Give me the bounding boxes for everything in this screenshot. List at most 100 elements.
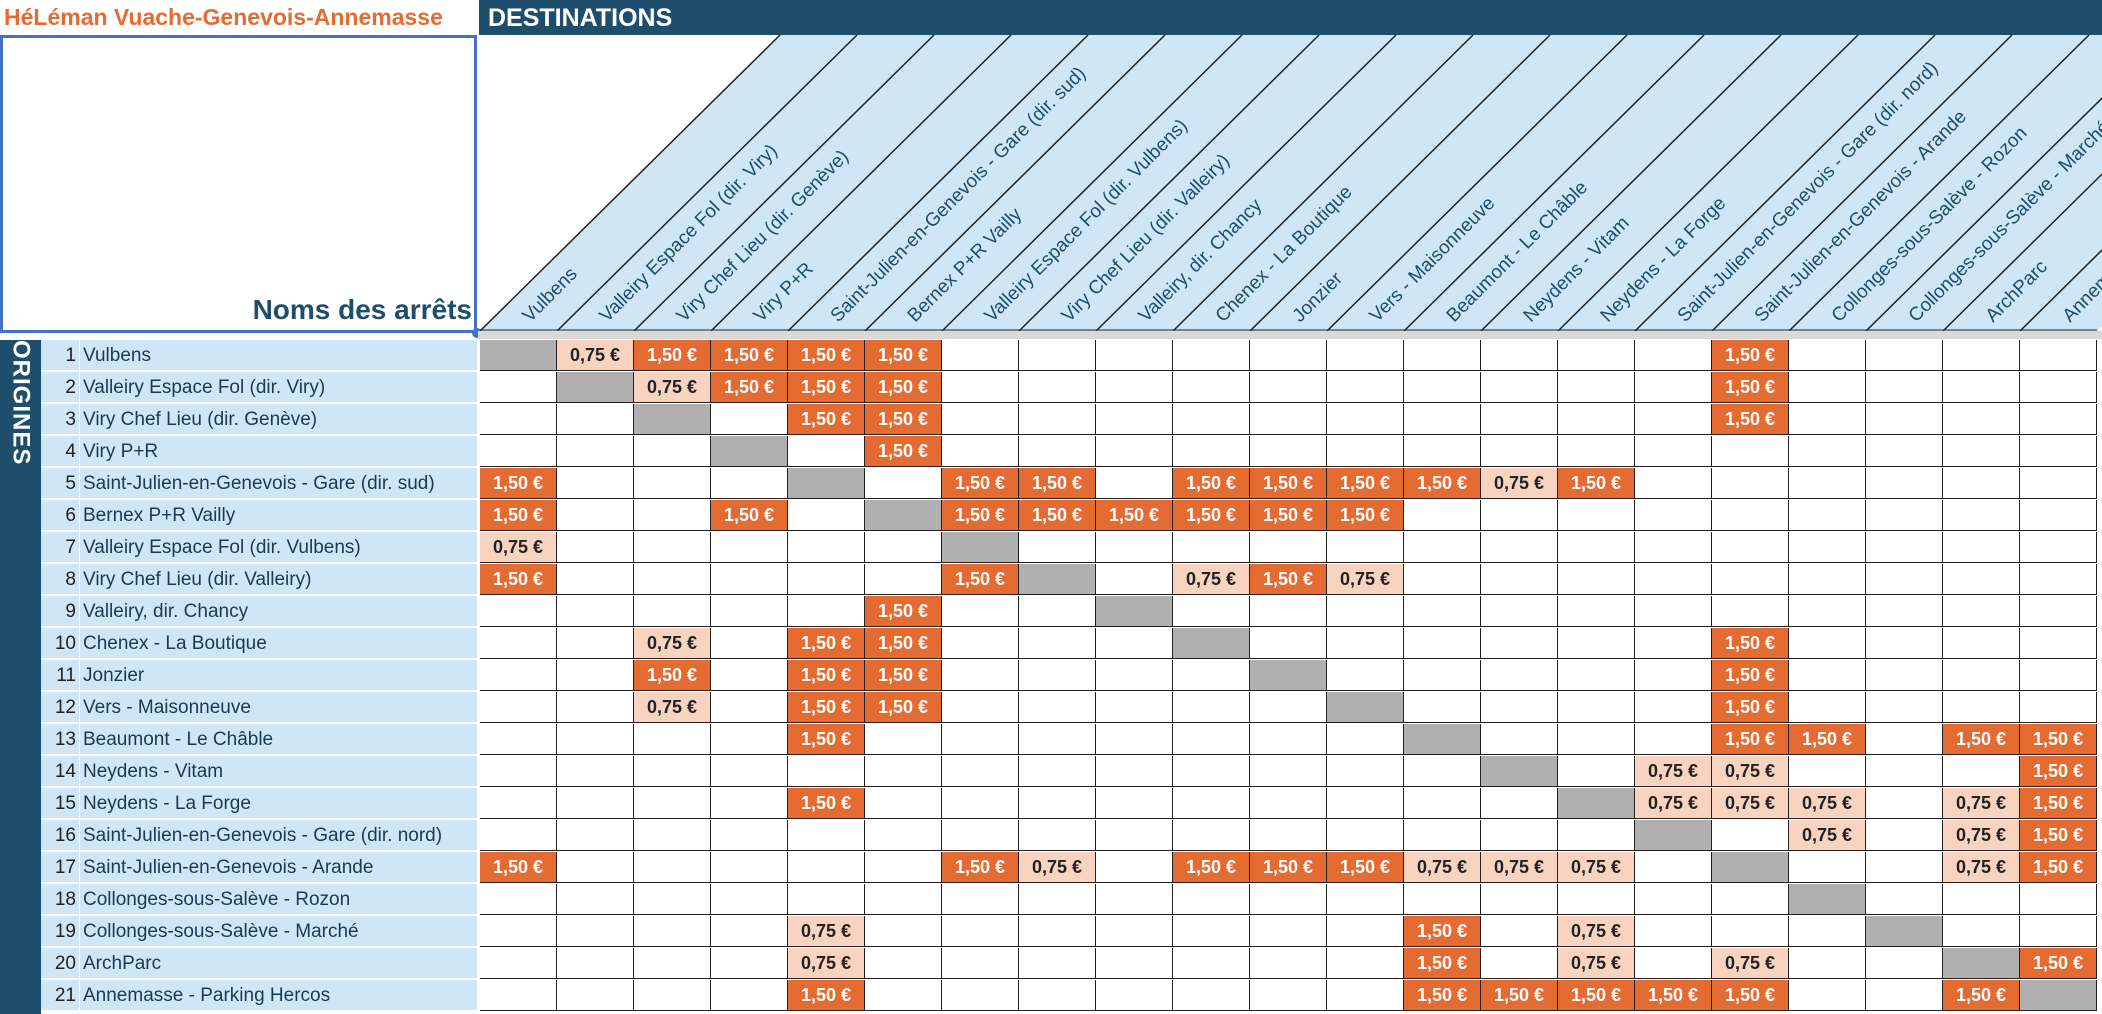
fare-cell-empty[interactable] [634,948,711,979]
diagonal-cell[interactable] [1481,756,1558,787]
fare-cell-empty[interactable] [557,564,634,595]
fare-cell-empty[interactable] [1250,596,1327,627]
fare-cell-empty[interactable] [1173,692,1250,723]
fare-cell-empty[interactable] [942,820,1019,851]
fare-cell-empty[interactable] [942,340,1019,371]
fare-cell[interactable]: 0,75 € [1558,948,1635,979]
fare-cell-empty[interactable] [2020,372,2097,403]
fare-cell-empty[interactable] [557,436,634,467]
fare-cell-empty[interactable] [1327,404,1404,435]
fare-cell-empty[interactable] [1173,404,1250,435]
fare-cell-empty[interactable] [1866,564,1943,595]
fare-cell-empty[interactable] [1635,916,1712,947]
fare-cell-empty[interactable] [1481,628,1558,659]
fare-cell[interactable]: 1,50 € [1173,852,1250,883]
fare-cell[interactable]: 0,75 € [1635,788,1712,819]
fare-cell-empty[interactable] [1943,532,2020,563]
fare-cell[interactable]: 1,50 € [942,852,1019,883]
fare-cell-empty[interactable] [942,756,1019,787]
fare-cell-empty[interactable] [1096,468,1173,499]
fare-cell-empty[interactable] [1019,756,1096,787]
fare-cell-empty[interactable] [1404,500,1481,531]
fare-cell[interactable]: 1,50 € [1404,468,1481,499]
fare-cell[interactable]: 0,75 € [1943,852,2020,883]
fare-cell-empty[interactable] [1404,660,1481,691]
fare-cell-empty[interactable] [1096,820,1173,851]
diagonal-cell[interactable] [1327,692,1404,723]
fare-cell-empty[interactable] [557,948,634,979]
fare-cell-empty[interactable] [557,980,634,1011]
fare-cell-empty[interactable] [1943,564,2020,595]
fare-cell-empty[interactable] [942,788,1019,819]
fare-cell-empty[interactable] [1866,980,1943,1011]
fare-cell[interactable]: 1,50 € [1327,500,1404,531]
fare-cell-empty[interactable] [1404,372,1481,403]
fare-cell-empty[interactable] [942,948,1019,979]
fare-cell-empty[interactable] [2020,660,2097,691]
fare-cell-empty[interactable] [865,916,942,947]
fare-cell-empty[interactable] [1558,532,1635,563]
fare-cell-empty[interactable] [865,980,942,1011]
fare-cell-empty[interactable] [1019,372,1096,403]
fare-cell[interactable]: 1,50 € [865,404,942,435]
fare-cell-empty[interactable] [2020,532,2097,563]
diagonal-cell[interactable] [1943,948,2020,979]
fare-cell[interactable]: 1,50 € [1404,980,1481,1011]
fare-cell[interactable]: 1,50 € [1173,468,1250,499]
fare-cell-empty[interactable] [1481,564,1558,595]
fare-cell-empty[interactable] [1866,820,1943,851]
diagonal-cell[interactable] [1558,788,1635,819]
fare-cell-empty[interactable] [1481,788,1558,819]
fare-cell-empty[interactable] [1866,852,1943,883]
fare-cell-empty[interactable] [1327,596,1404,627]
fare-cell[interactable]: 1,50 € [1712,692,1789,723]
fare-cell-empty[interactable] [1096,692,1173,723]
fare-cell-empty[interactable] [711,884,788,915]
fare-cell-empty[interactable] [1404,436,1481,467]
fare-cell-empty[interactable] [1558,724,1635,755]
fare-cell-empty[interactable] [1096,372,1173,403]
fare-cell-empty[interactable] [1327,948,1404,979]
fare-cell-empty[interactable] [865,884,942,915]
fare-cell[interactable]: 1,50 € [711,500,788,531]
fare-cell-empty[interactable] [942,884,1019,915]
fare-cell-empty[interactable] [2020,436,2097,467]
fare-cell-empty[interactable] [865,564,942,595]
fare-cell[interactable]: 1,50 € [1096,500,1173,531]
fare-cell-empty[interactable] [1481,340,1558,371]
fare-cell-empty[interactable] [1789,532,1866,563]
fare-cell[interactable]: 1,50 € [1019,500,1096,531]
fare-cell-empty[interactable] [1789,596,1866,627]
diagonal-cell[interactable] [788,468,865,499]
fare-cell-empty[interactable] [1096,980,1173,1011]
fare-cell[interactable]: 1,50 € [711,372,788,403]
fare-cell[interactable]: 1,50 € [865,660,942,691]
fare-cell-empty[interactable] [1404,564,1481,595]
fare-cell-empty[interactable] [1250,724,1327,755]
fare-cell[interactable]: 0,75 € [1481,852,1558,883]
fare-cell-empty[interactable] [1096,628,1173,659]
fare-cell-empty[interactable] [557,692,634,723]
fare-cell-empty[interactable] [1481,948,1558,979]
fare-cell-empty[interactable] [788,820,865,851]
fare-cell[interactable]: 1,50 € [1250,468,1327,499]
fare-cell[interactable]: 1,50 € [1789,724,1866,755]
fare-cell[interactable]: 1,50 € [865,372,942,403]
fare-cell[interactable]: 1,50 € [1250,852,1327,883]
fare-cell-empty[interactable] [1096,436,1173,467]
fare-cell-empty[interactable] [2020,564,2097,595]
fare-cell-empty[interactable] [1096,564,1173,595]
fare-cell-empty[interactable] [1789,500,1866,531]
fare-cell-empty[interactable] [1558,884,1635,915]
fare-cell-empty[interactable] [788,436,865,467]
fare-cell-empty[interactable] [1173,596,1250,627]
fare-cell-empty[interactable] [1558,404,1635,435]
fare-cell-empty[interactable] [1712,596,1789,627]
fare-cell[interactable]: 1,50 € [1712,372,1789,403]
fare-cell-empty[interactable] [711,628,788,659]
fare-cell[interactable]: 1,50 € [1327,852,1404,883]
fare-cell[interactable]: 1,50 € [480,852,557,883]
fare-cell-empty[interactable] [634,756,711,787]
fare-cell-empty[interactable] [1789,916,1866,947]
fare-cell-empty[interactable] [1558,340,1635,371]
